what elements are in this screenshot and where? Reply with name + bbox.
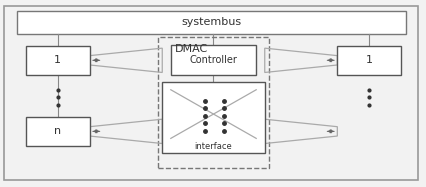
Bar xyxy=(26,46,89,75)
Text: interface: interface xyxy=(194,142,232,151)
Bar xyxy=(158,37,268,168)
Bar xyxy=(17,11,405,34)
Text: 1: 1 xyxy=(54,55,61,65)
Bar xyxy=(170,45,256,75)
Text: DMAC: DMAC xyxy=(175,44,208,54)
Text: n: n xyxy=(54,126,61,136)
Bar xyxy=(162,82,264,153)
Text: 1: 1 xyxy=(365,55,372,65)
Bar xyxy=(337,46,400,75)
Text: Controller: Controller xyxy=(189,55,237,65)
Bar xyxy=(26,117,89,146)
Text: systembus: systembus xyxy=(181,17,241,27)
